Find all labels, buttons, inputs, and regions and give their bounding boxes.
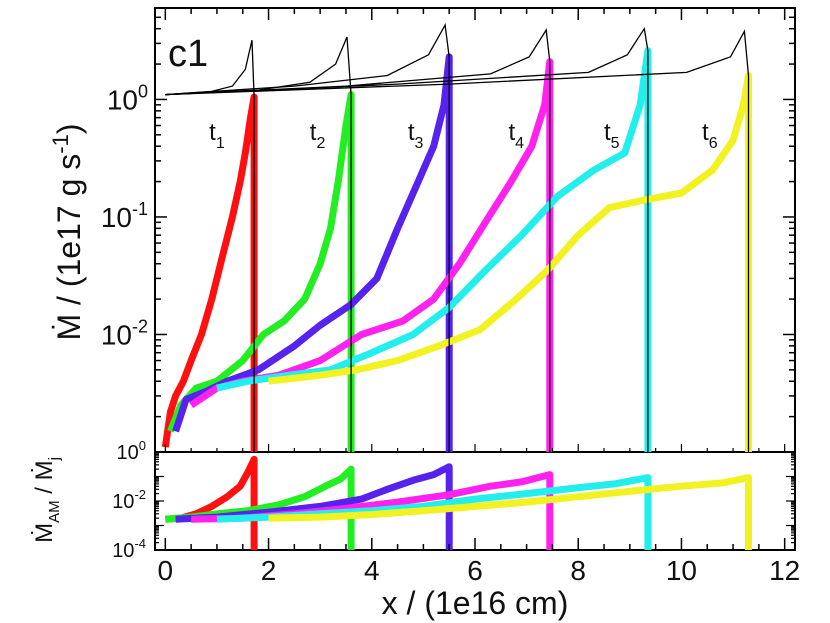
axis-ticks <box>155 7 795 551</box>
series-line-t5 <box>216 47 652 452</box>
time-label: t4 <box>509 119 525 152</box>
top-y-axis-label-text: Ṁ / (1e17 g s-1) <box>48 124 87 341</box>
xtick-label: 4 <box>364 555 380 586</box>
bottom-y-axis-label-text: ṀAM / Ṁj <box>31 457 63 543</box>
xtick-label: 0 <box>158 555 174 586</box>
bottom-series-line-t5 <box>216 474 652 550</box>
x-axis-label: x / (1e16 cm) <box>382 585 569 621</box>
black-curve-t6 <box>165 29 750 452</box>
xtick-label: 6 <box>467 555 483 586</box>
xtick-label: 12 <box>769 555 800 586</box>
time-label: t6 <box>702 119 718 152</box>
bottom-ytick-label: 100 <box>117 438 146 464</box>
bottom-ytick-label: 10-2 <box>112 487 146 513</box>
time-label: t2 <box>310 119 326 152</box>
black-curve-t3 <box>165 22 450 452</box>
top-panel-black-curves <box>165 22 750 452</box>
series-line-t2 <box>167 91 355 452</box>
black-curve-t5 <box>165 26 649 452</box>
bottom-ytick-label: 10-4 <box>112 536 146 562</box>
time-label: t5 <box>604 119 620 152</box>
panel-label: c1 <box>168 33 208 75</box>
time-label: t3 <box>408 119 424 152</box>
bottom-series-line-t1 <box>165 455 258 550</box>
series-line-t6 <box>268 72 752 452</box>
bottom-y-axis-label: ṀAM / Ṁj <box>31 457 63 543</box>
axis-labels: 100 10-1 10-2 100 10-2 10-4 0 2 4 6 8 10 12 t1 t2 t3 t4 t… <box>101 81 800 586</box>
top-ytick-label: 100 <box>107 81 148 115</box>
xtick-label: 2 <box>261 555 277 586</box>
series-line-t1 <box>161 93 258 452</box>
time-label: t1 <box>209 119 225 152</box>
xtick-label: 8 <box>570 555 586 586</box>
top-ytick-label: 10-1 <box>101 199 148 233</box>
top-y-axis-label: Ṁ / (1e17 g s-1) <box>48 124 87 341</box>
top-ytick-label: 10-2 <box>101 316 148 350</box>
top-panel-series <box>161 47 752 452</box>
series-line-t3 <box>172 53 453 452</box>
bottom-panel-series <box>165 455 752 550</box>
xtick-label: 10 <box>666 555 697 586</box>
bottom-series-line-t6 <box>268 474 752 550</box>
